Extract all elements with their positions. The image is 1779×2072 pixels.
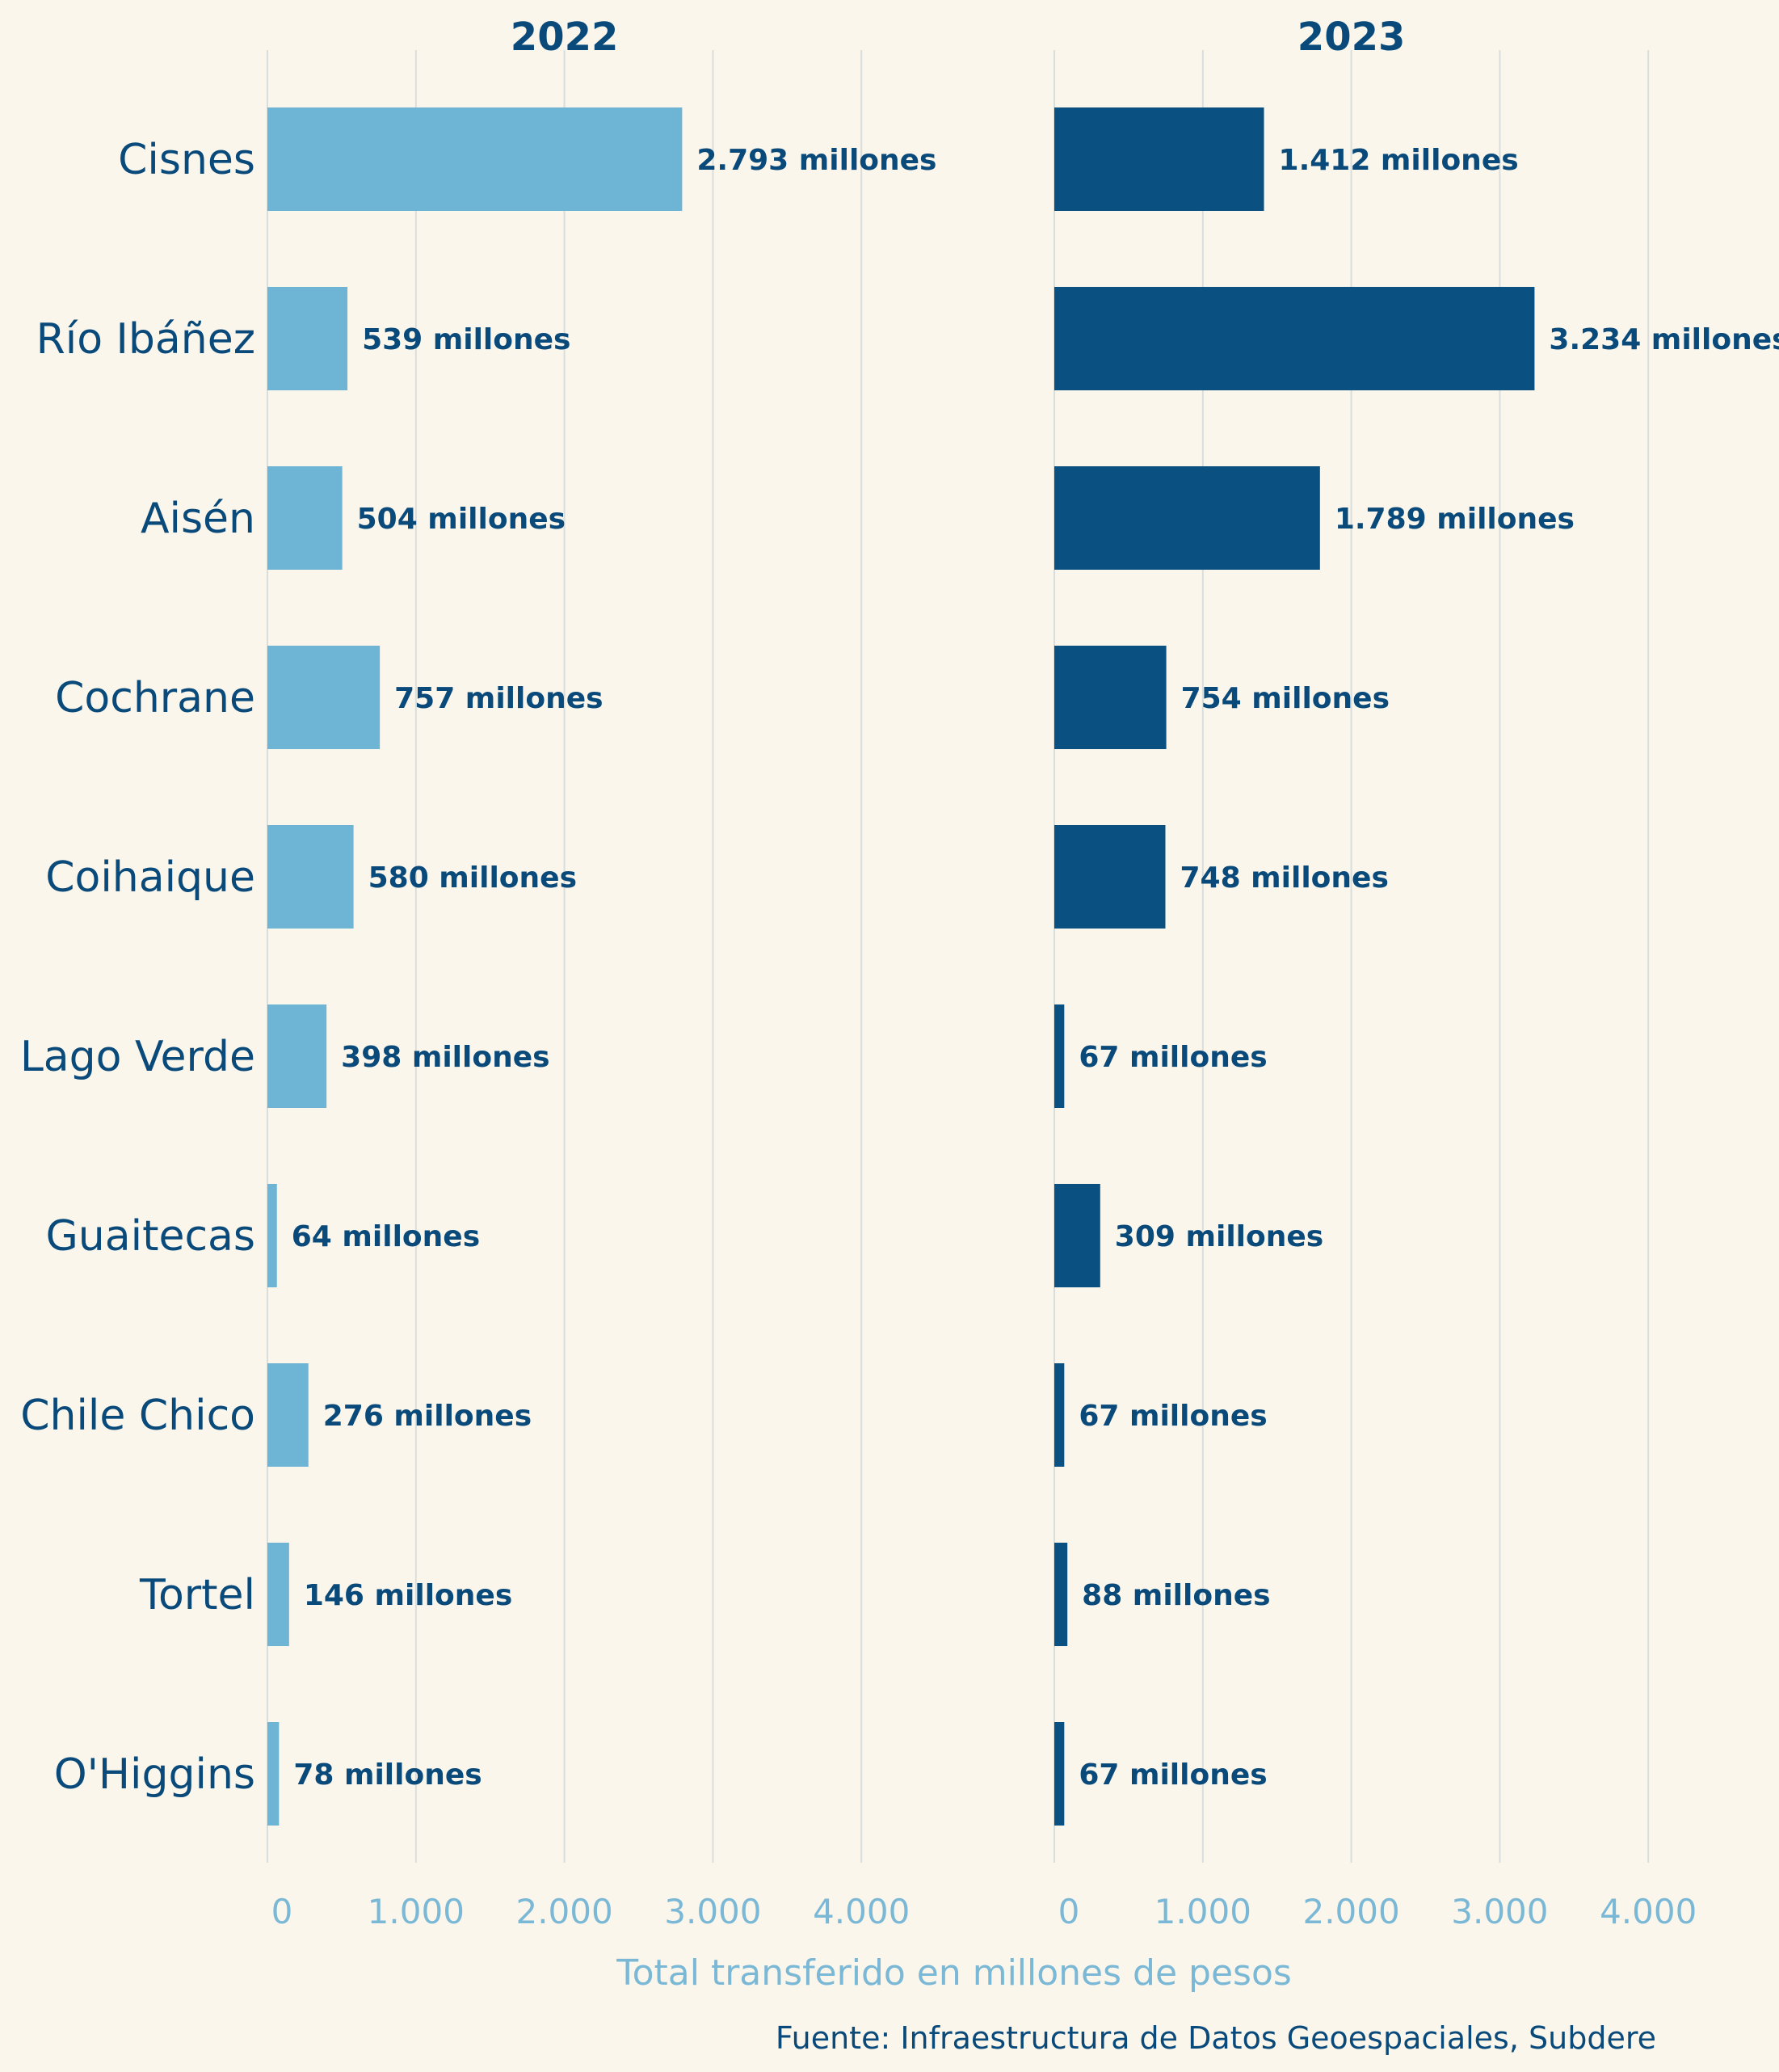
bar-2022-8 (267, 1543, 289, 1646)
bar-2023-4 (1054, 825, 1166, 929)
category-label-3: Cochrane (55, 674, 255, 722)
bar-2022-4 (267, 825, 354, 929)
xtick-label-2022-0: 0 (271, 1892, 293, 1931)
xtick-label-2023-2: 2.000 (1302, 1892, 1399, 1931)
data-label-2022-4: 580 millones (368, 861, 577, 895)
bar-2022-6 (267, 1184, 277, 1287)
data-label-2022-5: 398 millones (341, 1041, 549, 1074)
data-label-2022-1: 539 millones (362, 323, 570, 356)
category-label-0: Cisnes (118, 136, 255, 184)
category-label-2: Aisén (141, 495, 255, 543)
data-label-2022-0: 2.793 millones (696, 144, 936, 177)
data-label-2023-3: 754 millones (1181, 682, 1390, 715)
data-label-2022-3: 757 millones (394, 682, 603, 715)
xtick-label-2023-3: 3.000 (1451, 1892, 1548, 1931)
category-label-9: O'Higgins (54, 1750, 255, 1799)
data-label-2022-9: 78 millones (293, 1758, 482, 1792)
source-note: Fuente: Infraestructura de Datos Geoespa… (776, 2020, 1656, 2056)
panel-title-2022: 2022 (511, 15, 619, 60)
category-label-7: Chile Chico (20, 1392, 255, 1440)
bar-2023-0 (1054, 107, 1264, 211)
xtick-label-2022-1: 1.000 (368, 1892, 465, 1931)
data-label-2023-2: 1.789 millones (1335, 503, 1575, 536)
xtick-label-2023-4: 4.000 (1600, 1892, 1697, 1931)
data-label-2022-8: 146 millones (304, 1579, 512, 1612)
data-label-2023-7: 67 millones (1079, 1400, 1267, 1433)
data-label-2023-0: 1.412 millones (1279, 144, 1519, 177)
bar-2022-2 (267, 466, 343, 570)
bar-2023-9 (1054, 1722, 1065, 1826)
bar-2023-7 (1054, 1363, 1065, 1467)
bar-2022-0 (267, 107, 683, 211)
bar-2023-3 (1054, 646, 1167, 749)
x-axis-label: Total transferido en millones de pesos (616, 1952, 1292, 1994)
category-label-1: Río Ibáñez (36, 315, 255, 364)
category-label-6: Guaitecas (46, 1212, 256, 1261)
panel-title-2023: 2023 (1297, 15, 1406, 60)
bar-2022-9 (267, 1722, 280, 1826)
xtick-label-2023-0: 0 (1058, 1892, 1080, 1931)
bar-2023-1 (1054, 287, 1535, 390)
bar-2023-5 (1054, 1004, 1065, 1108)
data-label-2022-2: 504 millones (357, 503, 566, 536)
category-label-4: Coihaique (45, 853, 255, 902)
data-label-2023-6: 309 millones (1115, 1220, 1323, 1253)
data-label-2022-6: 64 millones (292, 1220, 480, 1253)
bar-2023-6 (1054, 1184, 1100, 1287)
bar-2022-7 (267, 1363, 309, 1467)
bar-2023-8 (1054, 1543, 1068, 1646)
data-label-2023-4: 748 millones (1180, 861, 1388, 895)
bar-2022-5 (267, 1004, 327, 1108)
xtick-label-2023-1: 1.000 (1154, 1892, 1251, 1931)
bar-2023-2 (1054, 466, 1320, 570)
data-label-2023-1: 3.234 millones (1549, 323, 1779, 356)
data-label-2023-9: 67 millones (1079, 1758, 1267, 1792)
xtick-label-2022-4: 4.000 (813, 1892, 910, 1931)
bar-2022-1 (267, 287, 348, 390)
data-label-2023-8: 88 millones (1082, 1579, 1270, 1612)
bar-2022-3 (267, 646, 381, 749)
data-label-2022-7: 276 millones (323, 1400, 532, 1433)
data-label-2023-5: 67 millones (1079, 1041, 1267, 1074)
category-label-5: Lago Verde (20, 1033, 255, 1081)
xtick-label-2022-3: 3.000 (664, 1892, 761, 1931)
xtick-label-2022-2: 2.000 (515, 1892, 612, 1931)
category-label-8: Tortel (139, 1571, 255, 1619)
